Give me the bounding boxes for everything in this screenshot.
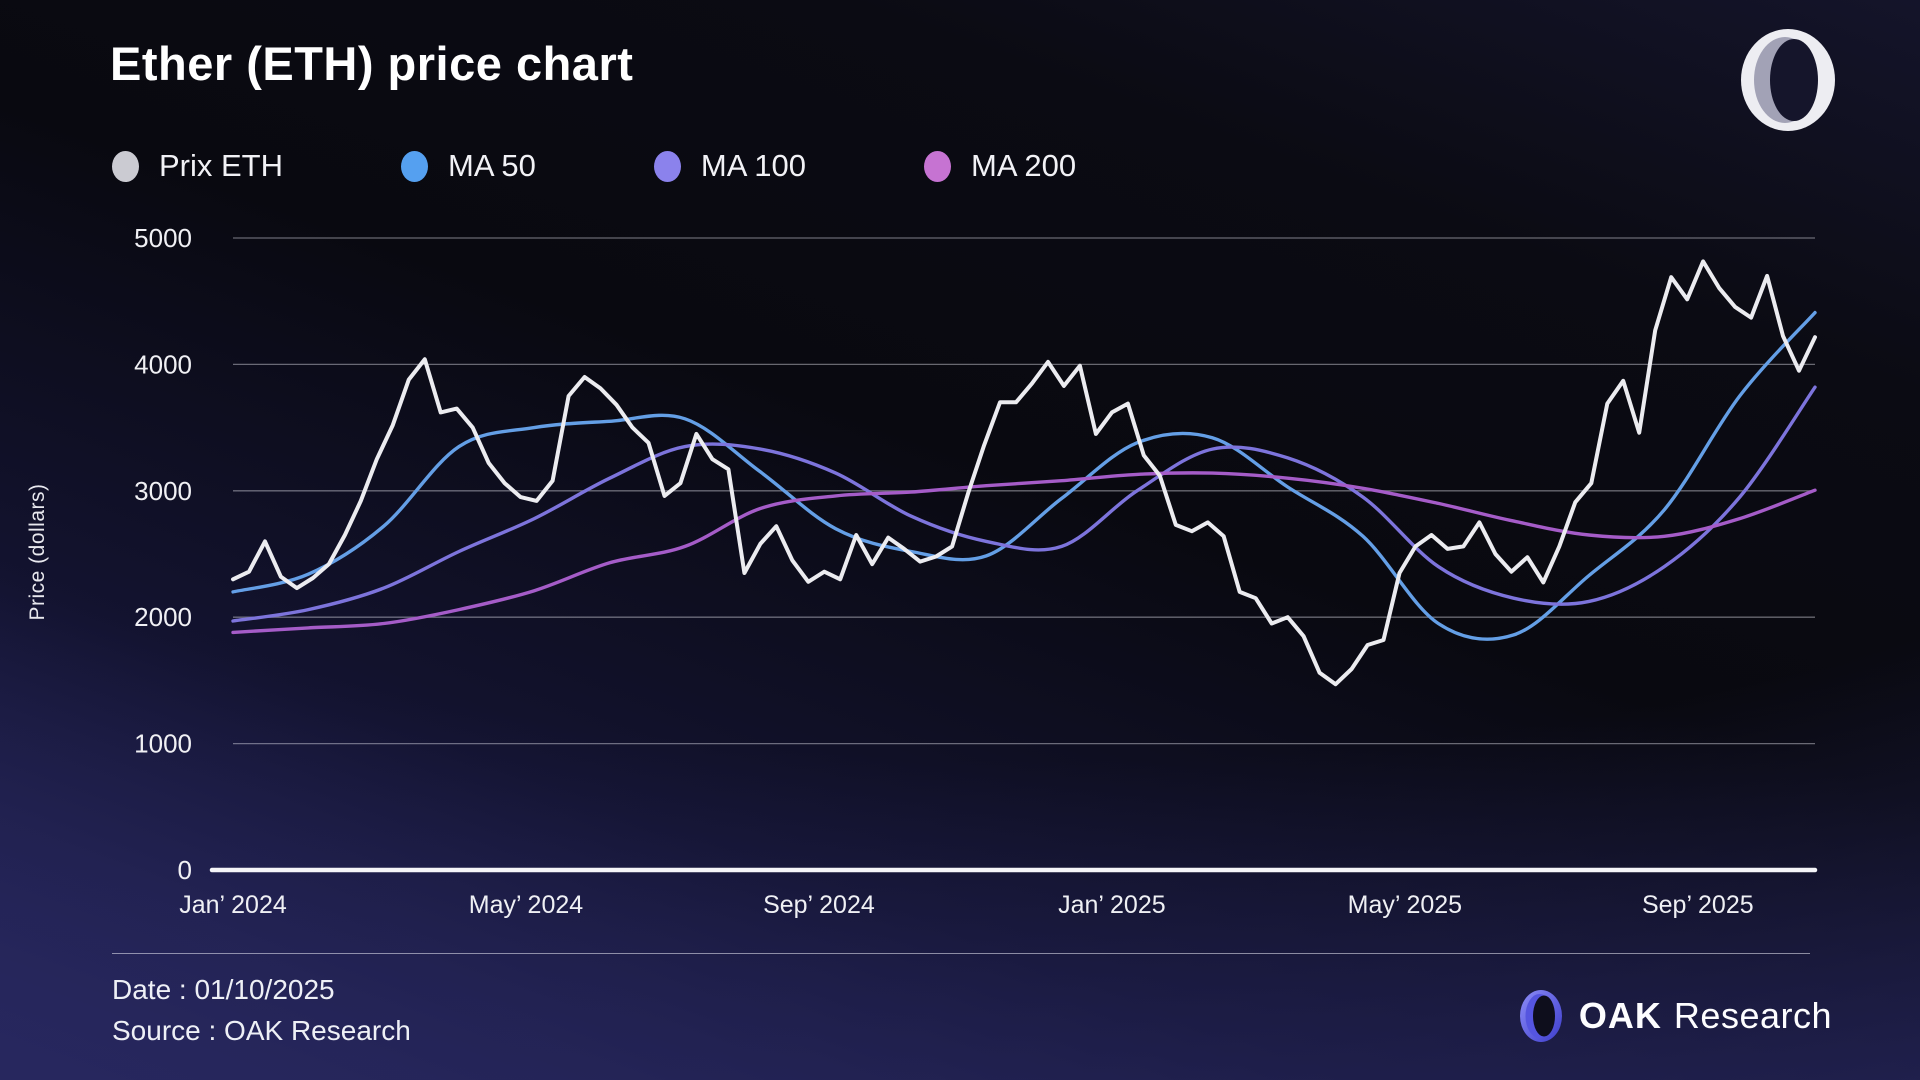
brand-text: OAK Research <box>1579 995 1832 1037</box>
legend-label-prix-eth: Prix ETH <box>159 148 283 183</box>
oak-ring-icon <box>1519 990 1562 1042</box>
svg-text:3000: 3000 <box>134 476 192 506</box>
svg-text:2000: 2000 <box>134 602 192 632</box>
legend-item-ma50: MA 50 <box>401 148 536 184</box>
svg-text:Sep’ 2024: Sep’ 2024 <box>763 891 875 919</box>
svg-text:Jan’ 2024: Jan’ 2024 <box>179 891 287 919</box>
legend-label-ma100: MA 100 <box>700 148 807 183</box>
brand-name-bold: OAK <box>1578 995 1662 1036</box>
footer-date: Date : 01/10/2025 <box>112 974 335 1005</box>
legend-item-prix-eth: Prix ETH <box>112 148 283 184</box>
oak-ring-logo <box>1738 26 1838 139</box>
footer-source: Source : OAK Research <box>112 1015 411 1046</box>
chart-legend: Prix ETH MA 50 MA 100 MA 200 <box>112 148 1076 184</box>
legend-item-ma100: MA 100 <box>653 148 807 184</box>
prix-eth-dot-icon <box>112 150 139 182</box>
svg-text:0: 0 <box>178 855 192 885</box>
legend-label-ma200: MA 200 <box>971 148 1077 183</box>
page-title: Ether (ETH) price chart <box>110 37 634 90</box>
svg-text:Jan’ 2025: Jan’ 2025 <box>1058 891 1166 919</box>
ma200-dot-icon <box>924 150 952 182</box>
svg-text:May’ 2024: May’ 2024 <box>469 891 584 919</box>
svg-text:1000: 1000 <box>134 729 192 759</box>
footer-divider <box>112 953 1810 954</box>
brand-name-regular: Research <box>1673 995 1832 1036</box>
ma50-dot-icon <box>401 150 428 182</box>
oak-ring-logo-graphic <box>1741 29 1835 131</box>
oak-research-brand: OAK Research <box>1518 988 1832 1044</box>
svg-text:May’ 2025: May’ 2025 <box>1348 891 1462 919</box>
svg-text:5000: 5000 <box>134 223 192 253</box>
legend-label-ma50: MA 50 <box>448 148 536 183</box>
svg-text:4000: 4000 <box>134 349 192 379</box>
legend-item-ma200: MA 200 <box>924 148 1076 184</box>
svg-text:Sep’ 2025: Sep’ 2025 <box>1642 891 1754 919</box>
ma100-dot-icon <box>653 150 681 182</box>
